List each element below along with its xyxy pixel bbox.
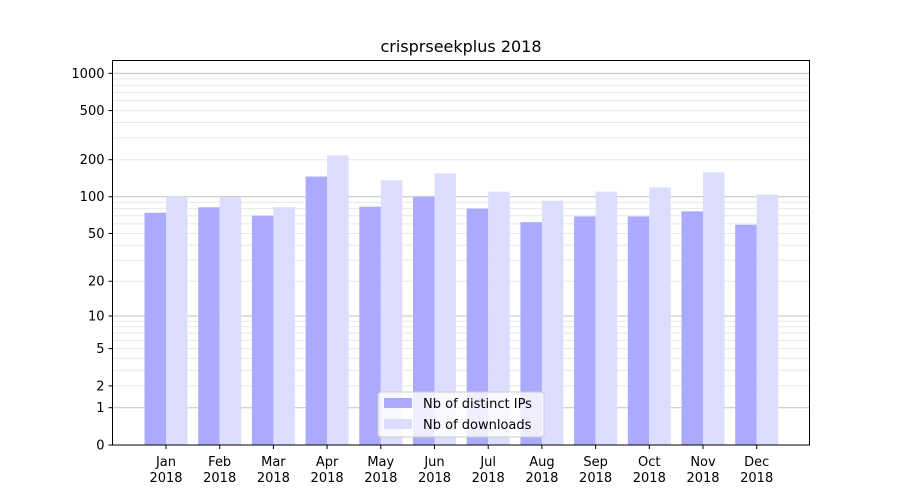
x-tick-label: Nov: [690, 455, 716, 470]
bar-distinct-ips: [198, 207, 220, 445]
axes-frame: [112, 60, 810, 446]
y-tick-label: 10: [88, 310, 105, 325]
y-tick-label: 5: [96, 342, 104, 357]
x-tick-label: Mar: [261, 455, 286, 470]
x-tick-label: 2018: [311, 471, 344, 486]
bar-distinct-ips: [466, 208, 489, 445]
bar-distinct-ips: [574, 216, 596, 445]
x-tick-label: Jan: [155, 455, 176, 470]
legend-swatch-ips: [384, 398, 412, 408]
bar-distinct-ips: [520, 222, 542, 445]
bar-downloads: [434, 173, 456, 445]
bar-downloads: [756, 194, 779, 445]
bar-downloads: [649, 187, 671, 445]
x-tick-label: Jun: [423, 455, 444, 470]
x-tick-label: Oct: [638, 455, 660, 470]
x-tick-label: Jul: [479, 455, 496, 470]
bar-distinct-ips: [251, 215, 274, 445]
x-tick-label: Aug: [529, 455, 554, 470]
bar-downloads: [327, 155, 349, 445]
x-tick-label: Dec: [744, 455, 769, 470]
bar-distinct-ips: [305, 176, 328, 445]
x-tick-label: 2018: [525, 471, 558, 486]
x-tick-label: 2018: [686, 471, 719, 486]
bar-distinct-ips: [681, 211, 703, 445]
x-tick-label: 2018: [633, 471, 666, 486]
bar-downloads: [380, 180, 403, 445]
x-tick-label: Apr: [316, 455, 339, 470]
x-tick-label: 2018: [203, 471, 236, 486]
x-tick-label: Feb: [208, 455, 231, 470]
x-tick-label: 2018: [149, 471, 182, 486]
bar-downloads: [541, 200, 564, 445]
legend-swatch-downloads: [384, 419, 412, 429]
x-axis: Jan2018Feb2018Mar2018Apr2018May2018Jun20…: [149, 445, 773, 486]
bar-downloads: [595, 191, 618, 445]
bar-distinct-ips: [627, 216, 650, 445]
y-tick-label: 20: [88, 275, 105, 290]
legend: Nb of distinct IPs Nb of downloads: [377, 391, 545, 438]
bar-distinct-ips: [359, 206, 381, 445]
bar-downloads: [219, 197, 242, 445]
y-tick-label: 100: [80, 190, 105, 205]
chart-title: crisprseekplus 2018: [380, 37, 541, 56]
legend-label-downloads: Nb of downloads: [423, 418, 532, 433]
x-tick-label: 2018: [740, 471, 773, 486]
y-tick-label: 500: [80, 104, 105, 119]
x-tick-label: 2018: [257, 471, 290, 486]
y-axis: 0 1 2 5 10 20 50 100 200 500 1000: [71, 67, 113, 454]
y-tick-label: 200: [80, 153, 105, 168]
bar-distinct-ips: [413, 196, 435, 445]
bar-downloads: [488, 191, 510, 445]
bars: [144, 155, 779, 446]
x-tick-label: 2018: [472, 471, 505, 486]
x-tick-label: May: [367, 455, 394, 470]
bar-downloads: [273, 207, 295, 445]
legend-box: [377, 391, 545, 438]
bar-downloads: [703, 172, 725, 446]
legend-label-ips: Nb of distinct IPs: [423, 397, 532, 412]
bar-downloads: [166, 196, 188, 445]
bar-distinct-ips: [144, 212, 166, 445]
y-tick-label: 2: [96, 379, 104, 394]
y-tick-label: 1000: [71, 67, 104, 82]
x-tick-label: 2018: [418, 471, 451, 486]
x-tick-label: 2018: [364, 471, 397, 486]
x-tick-label: Sep: [583, 455, 608, 470]
y-tick-label: 50: [88, 227, 105, 242]
x-tick-label: 2018: [579, 471, 612, 486]
y-tick-label: 1: [96, 401, 104, 416]
bar-distinct-ips: [735, 224, 757, 445]
y-tick-label: 0: [96, 439, 104, 454]
